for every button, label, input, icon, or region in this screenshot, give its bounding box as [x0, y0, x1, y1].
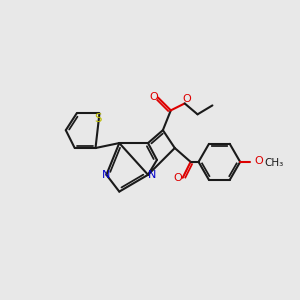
Text: CH₃: CH₃	[264, 158, 283, 168]
Text: O: O	[182, 94, 191, 104]
Text: O: O	[150, 92, 158, 101]
Text: O: O	[254, 156, 263, 166]
Text: N: N	[102, 170, 111, 180]
Text: N: N	[148, 170, 156, 180]
Text: O: O	[173, 173, 182, 183]
Text: S: S	[94, 112, 101, 125]
